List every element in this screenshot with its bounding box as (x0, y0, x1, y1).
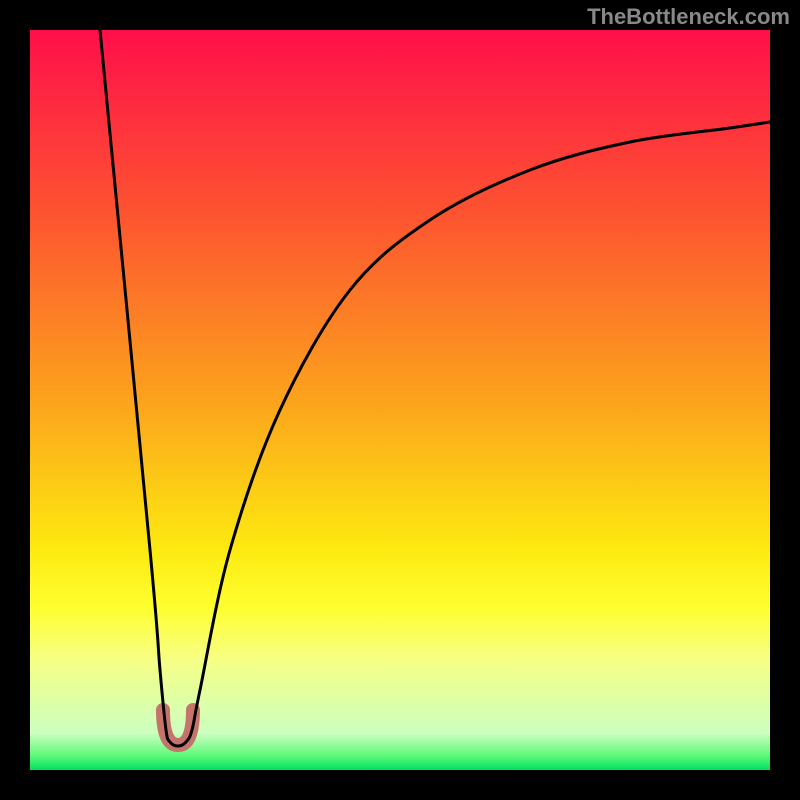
watermark-label: TheBottleneck.com (587, 4, 790, 30)
curve-overlay (30, 30, 770, 770)
frame-left (0, 0, 30, 800)
frame-bottom (0, 770, 800, 800)
frame-right (770, 0, 800, 800)
chart-container: TheBottleneck.com (0, 0, 800, 800)
bottleneck-curve (100, 30, 770, 746)
